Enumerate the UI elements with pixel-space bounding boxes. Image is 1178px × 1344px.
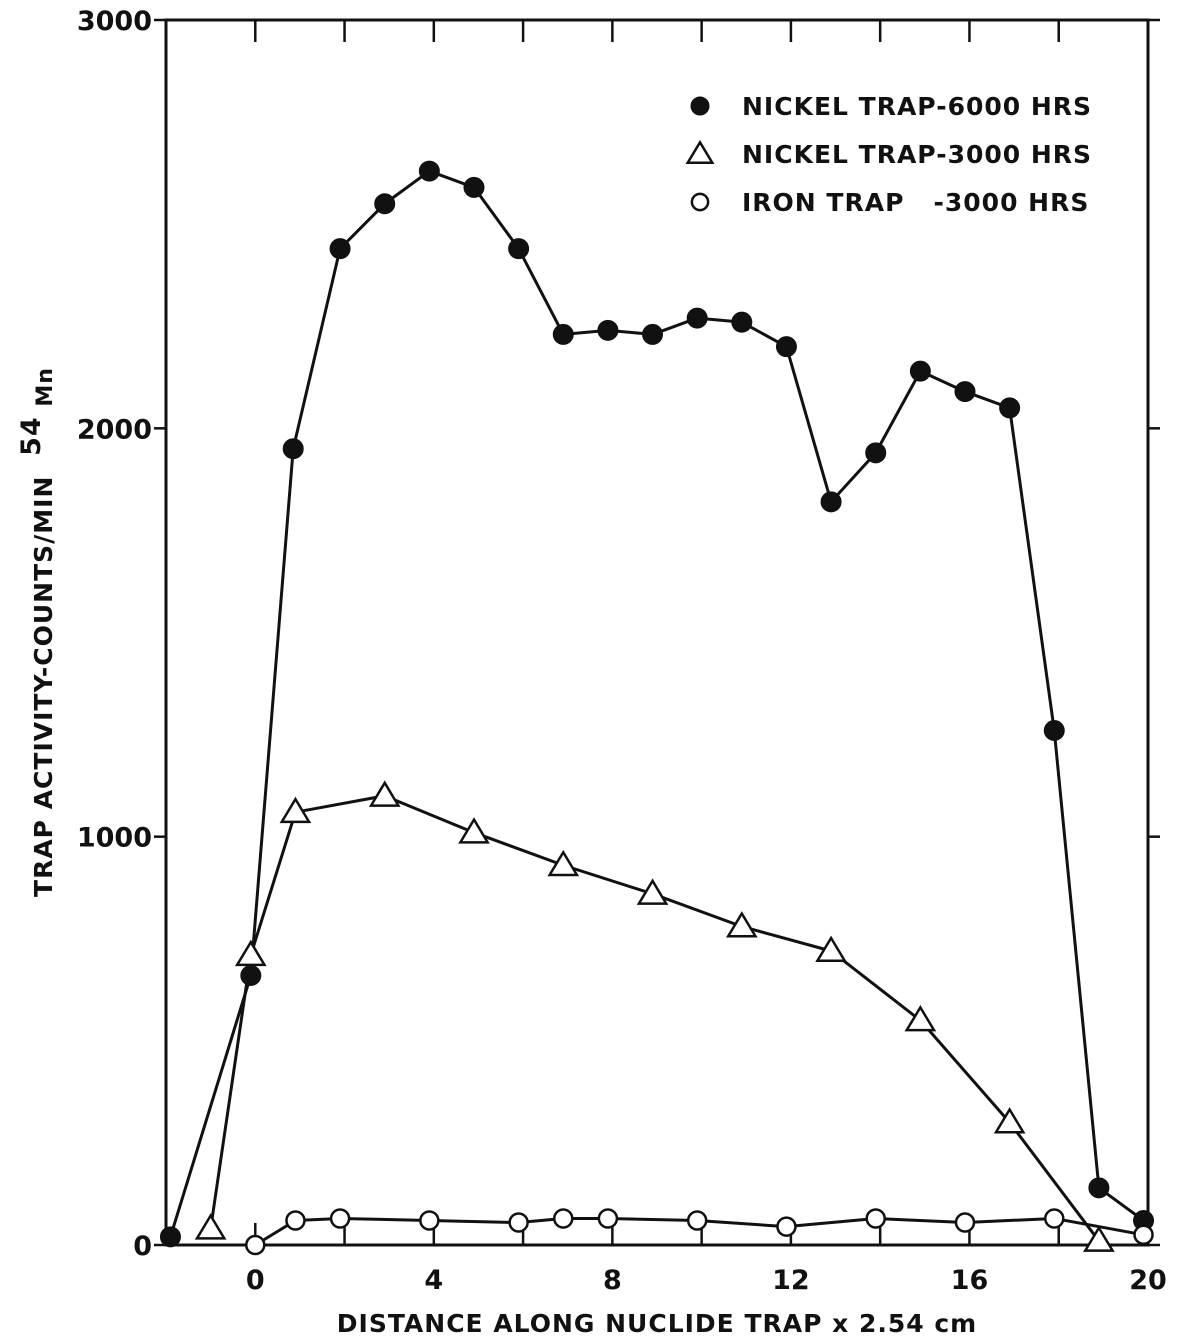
- series-line: [209, 794, 1101, 1242]
- data-point-open-triangle: [458, 817, 490, 844]
- data-point-filled-circle: [159, 1226, 181, 1248]
- y-axis-label-text: TRAP ACTIVITY-COUNTS/MIN: [29, 476, 58, 897]
- legend-label: NICKEL TRAP-3000 HRS: [742, 140, 1092, 169]
- data-point-filled-circle: [552, 323, 574, 345]
- x-tick-label: 16: [951, 1265, 989, 1296]
- y-tick-label: 1000: [77, 823, 152, 854]
- data-point-filled-circle: [820, 491, 842, 513]
- y-axis-label: TRAP ACTIVITY-COUNTS/MIN 54 Mn: [16, 367, 58, 897]
- data-point-filled-circle: [642, 323, 664, 345]
- legend-label: IRON TRAP -3000 HRS: [742, 188, 1089, 217]
- y-axis-label-isotope: 54: [16, 416, 47, 456]
- series-3: [245, 1208, 1154, 1256]
- data-point-filled-circle: [418, 160, 440, 182]
- data-point-open-circle: [1133, 1224, 1154, 1246]
- legend: NICKEL TRAP-6000 HRS NICKEL TRAP-3000 HRS…: [685, 92, 1092, 217]
- data-point-open-triangle: [368, 780, 401, 807]
- data-point-open-circle: [954, 1212, 976, 1233]
- data-point-open-circle: [553, 1208, 574, 1229]
- series-1: [159, 160, 1155, 1248]
- data-point-open-circle: [508, 1212, 529, 1233]
- data-point-open-triangle: [725, 911, 758, 938]
- x-axis-label: DISTANCE ALONG NUCLIDE TRAP x 2.54 cm: [337, 1309, 977, 1338]
- data-point-open-circle: [329, 1208, 351, 1229]
- data-point-filled-circle: [686, 307, 708, 329]
- data-point-filled-circle: [240, 965, 262, 986]
- data-point-filled-circle: [1088, 1177, 1110, 1199]
- data-point-open-triangle: [547, 849, 580, 877]
- data-point-filled-circle: [463, 176, 485, 198]
- series-layer: [159, 160, 1155, 1256]
- data-point-open-circle: [245, 1234, 266, 1256]
- data-point-filled-circle: [954, 381, 976, 403]
- data-point-open-circle: [865, 1208, 886, 1229]
- data-point-open-triangle: [279, 796, 312, 824]
- series-2: [194, 780, 1115, 1252]
- data-point-open-triangle: [993, 1107, 1026, 1134]
- data-point-filled-circle: [775, 336, 797, 358]
- data-point-open-circle: [419, 1210, 440, 1231]
- x-tick-label: 8: [603, 1265, 622, 1296]
- legend-label: NICKEL TRAP-6000 HRS: [742, 92, 1092, 121]
- data-point-filled-circle: [597, 319, 619, 341]
- data-point-filled-circle: [282, 438, 304, 460]
- data-point-open-circle: [690, 192, 710, 212]
- data-point-filled-circle: [374, 193, 396, 215]
- y-tick-label: 3000: [77, 6, 152, 37]
- x-tick-label: 0: [246, 1265, 265, 1296]
- data-point-open-circle: [597, 1208, 619, 1229]
- data-point-filled-circle: [329, 238, 351, 260]
- data-point-filled-circle: [1043, 720, 1065, 741]
- svg-text:TRAP ACTIVITY-COUNTS/MIN: TRAP ACTIVITY-COUNTS/MIN 54 Mn: [16, 367, 58, 897]
- series-line: [169, 169, 1145, 1238]
- x-tick-labels: 0 4 8 12 16 20: [246, 1265, 1167, 1296]
- x-tick-label: 4: [424, 1265, 443, 1296]
- y-tick-labels: 0 1000 2000 3000: [77, 6, 152, 1262]
- y-tick-label: 0: [133, 1231, 152, 1262]
- data-point-filled-circle: [865, 442, 887, 464]
- x-tick-label: 12: [772, 1265, 810, 1296]
- data-point-open-triangle: [234, 939, 267, 967]
- data-point-open-circle: [686, 1210, 708, 1231]
- data-point-open-triangle: [815, 935, 847, 962]
- y-tick-label: 2000: [77, 414, 152, 445]
- plot-frame: [164, 18, 1150, 1247]
- data-point-filled-circle: [508, 238, 530, 260]
- data-point-filled-circle: [909, 360, 931, 382]
- data-point-open-triangle: [1083, 1225, 1115, 1252]
- data-point-filled-circle: [999, 397, 1021, 419]
- data-point-open-triangle: [685, 139, 715, 165]
- x-tick-label: 20: [1129, 1265, 1167, 1296]
- data-point-filled-circle: [690, 96, 710, 116]
- data-point-open-circle: [285, 1210, 306, 1231]
- data-point-open-circle: [776, 1216, 797, 1237]
- y-axis-label-element: Mn: [33, 367, 58, 407]
- data-point-filled-circle: [731, 311, 753, 333]
- data-point-open-triangle: [194, 1213, 227, 1240]
- data-point-open-circle: [1044, 1208, 1065, 1229]
- data-point-open-triangle: [636, 878, 669, 905]
- data-point-open-triangle: [904, 1004, 937, 1032]
